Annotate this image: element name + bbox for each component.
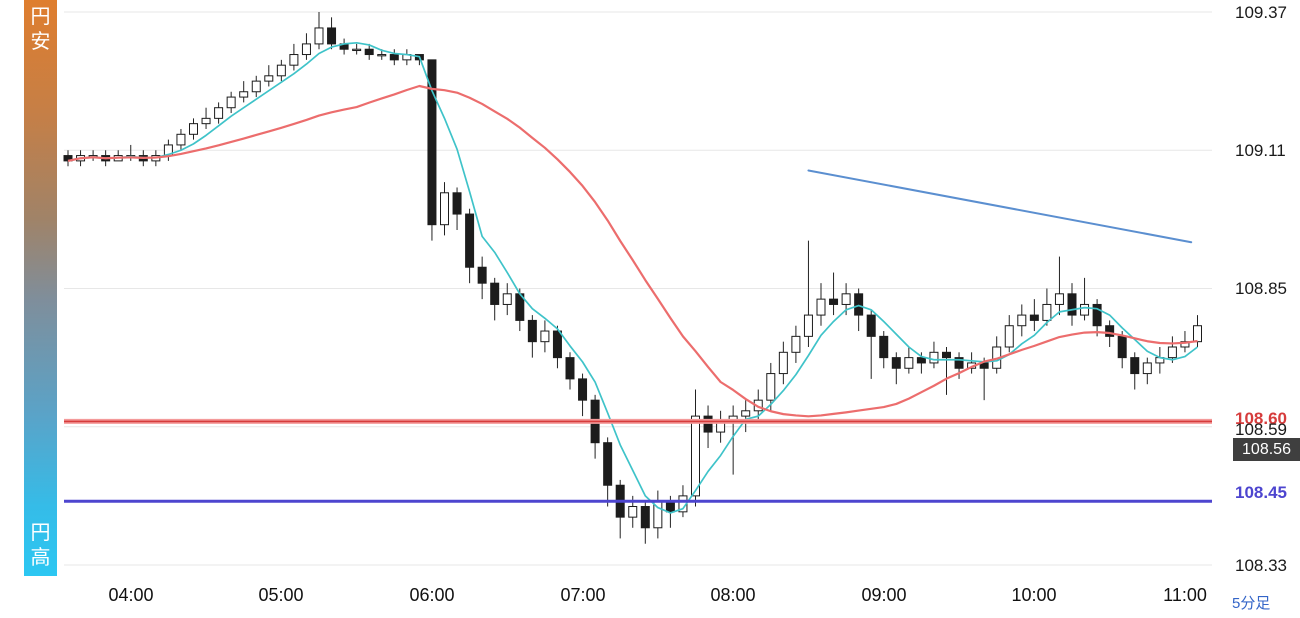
- price-axis-label: 109.37: [1235, 3, 1287, 22]
- upper-line-price-label: 108.60: [1235, 409, 1287, 428]
- price-axis-label: 108.33: [1235, 556, 1287, 575]
- lower-line-price-label: 108.45: [1235, 483, 1287, 502]
- time-axis-label: 05:00: [258, 585, 304, 605]
- yen-strong-label: 円高: [30, 522, 51, 569]
- time-axis-label: 10:00: [1011, 585, 1057, 605]
- timeframe-label: 5分足: [1232, 595, 1271, 612]
- yen-weak-label: 円安: [30, 6, 51, 53]
- time-axis-label: 08:00: [710, 585, 756, 605]
- time-axis-label: 04:00: [108, 585, 154, 605]
- current-price-badge: 108.56: [1233, 438, 1300, 461]
- price-axis-label: 108.85: [1235, 279, 1287, 298]
- price-axis-label: 109.11: [1235, 141, 1286, 160]
- time-axis-label: 07:00: [560, 585, 606, 605]
- price-axis-label: 108.59: [1235, 420, 1287, 439]
- time-axis-label: 06:00: [409, 585, 455, 605]
- time-axis-label: 09:00: [861, 585, 907, 605]
- yen-direction-gauge: 円安 円高: [24, 0, 57, 576]
- time-axis-label: 11:00: [1163, 585, 1207, 605]
